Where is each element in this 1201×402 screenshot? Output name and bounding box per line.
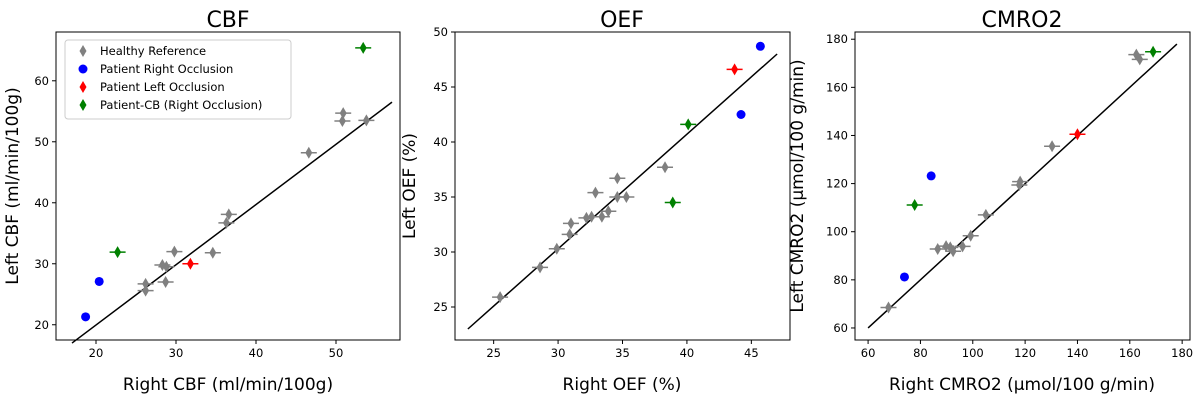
data-point <box>755 41 765 51</box>
y-tick-label: 180 <box>826 32 848 46</box>
y-tick-label: 45 <box>433 80 448 94</box>
data-point <box>899 272 909 282</box>
x-tick-label: 35 <box>615 346 630 360</box>
x-tick-label: 140 <box>1066 346 1088 360</box>
legend-label: Healthy Reference <box>100 44 206 58</box>
legend-label: Patient Left Occlusion <box>100 80 225 94</box>
x-tick-label: 40 <box>680 346 695 360</box>
legend-marker <box>79 81 87 93</box>
legend-marker <box>79 99 87 111</box>
x-tick-label: 60 <box>861 346 876 360</box>
data-point <box>926 171 936 181</box>
x-tick-label: 40 <box>249 346 264 360</box>
legend-item-patient-left: Patient Left Occlusion <box>79 80 225 94</box>
x-tick-label: 30 <box>551 346 566 360</box>
y-tick-label: 80 <box>833 273 848 287</box>
x-tick-label: 50 <box>329 346 344 360</box>
legend-marker <box>78 64 88 74</box>
data-point <box>736 110 746 119</box>
legend-item-patient-right: Patient Right Occlusion <box>78 62 233 76</box>
legend-label: Patient-CB (Right Occlusion) <box>100 98 262 112</box>
y-tick-label: 60 <box>833 321 848 335</box>
y-tick-label: 120 <box>826 177 848 191</box>
y-tick-label: 35 <box>433 190 448 204</box>
y-tick-label: 140 <box>826 128 848 142</box>
x-tick-label: 160 <box>1119 346 1141 360</box>
x-tick-label: 100 <box>962 346 984 360</box>
x-tick-label: 80 <box>913 346 928 360</box>
identity-line <box>867 43 1178 329</box>
y-tick-label: 30 <box>34 257 49 271</box>
y-tick-label: 40 <box>433 135 448 149</box>
data-point <box>81 312 91 322</box>
y-tick-label: 100 <box>826 225 848 239</box>
y-tick-label: 60 <box>34 74 49 88</box>
x-tick-label: 120 <box>1014 346 1036 360</box>
panel-title: OEF <box>600 8 644 33</box>
y-tick-label: 50 <box>433 25 448 39</box>
y-tick-label: 50 <box>34 135 49 149</box>
legend-item-patient-cb: Patient-CB (Right Occlusion) <box>79 98 262 112</box>
x-axis-label: Right CBF (ml/min/100g) <box>123 375 333 395</box>
plot-frame <box>454 31 791 341</box>
y-tick-label: 20 <box>34 318 49 332</box>
x-tick-label: 180 <box>1171 346 1193 360</box>
panel-title: CMRO2 <box>982 8 1063 33</box>
x-axis-label: Right CMRO2 (μmol/100 g/min) <box>889 375 1155 395</box>
legend-item-healthy: Healthy Reference <box>79 44 206 58</box>
x-tick-label: 25 <box>486 346 501 360</box>
legend: Healthy Reference Patient Right Occlusio… <box>64 39 292 120</box>
y-tick-label: 40 <box>34 196 49 210</box>
data-point <box>94 276 104 286</box>
legend-label: Patient Right Occlusion <box>100 62 233 76</box>
panel-cmro2: CMRO2 60 80 100 120 140 160 180 60 80 100 120 140 16… <box>788 8 1193 395</box>
panel-cbf: CBF 20 30 40 50 20 30 40 50 60 Right CBF (ml/min… <box>3 8 401 395</box>
panel-oef: OEF 25 30 35 40 45 25 30 35 40 45 50 Right OEF (%)… <box>400 8 791 395</box>
y-axis-label: Left CBF (ml/min/100g) <box>3 87 23 284</box>
y-tick-label: 30 <box>433 245 448 259</box>
x-tick-label: 20 <box>89 346 104 360</box>
legend-box <box>64 39 292 120</box>
identity-line <box>467 53 778 330</box>
y-axis-label: Left OEF (%) <box>400 133 420 239</box>
x-tick-label: 45 <box>744 346 759 360</box>
y-tick-label: 160 <box>826 80 848 94</box>
y-axis-label: Left CMRO2 (μmol/100 g/min) <box>788 59 808 312</box>
x-axis-label: Right OEF (%) <box>563 375 682 395</box>
panel-title: CBF <box>206 8 249 33</box>
legend-marker <box>79 45 87 57</box>
x-tick-label: 30 <box>169 346 184 360</box>
y-tick-label: 25 <box>433 300 448 314</box>
